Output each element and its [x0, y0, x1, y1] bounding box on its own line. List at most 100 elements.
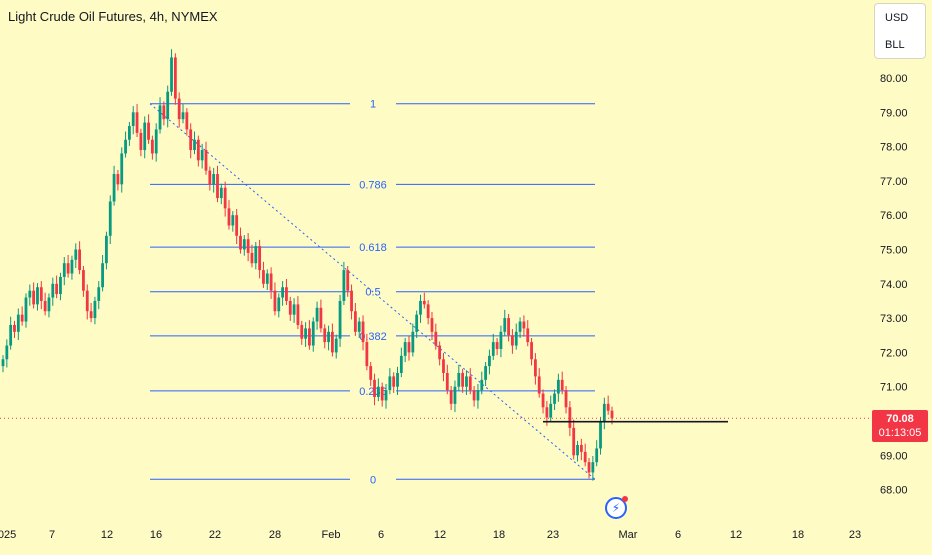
candle-body: [288, 300, 292, 315]
y-tick-label: 79.00: [880, 107, 908, 119]
candle-body: [292, 304, 296, 315]
fib-level-label: 0.382: [359, 331, 387, 343]
candle-body: [43, 300, 47, 312]
candle-body: [59, 276, 62, 295]
y-tick-label: 76.00: [880, 210, 908, 222]
candle-body: [480, 379, 484, 391]
candle-body: [143, 122, 147, 151]
notification-dot-icon: [622, 496, 628, 502]
candle-body: [599, 421, 602, 449]
candle-body: [319, 307, 323, 329]
x-tick-label: 23: [547, 529, 559, 541]
candle-body: [488, 355, 491, 367]
candle-body: [239, 235, 242, 250]
candle-body: [453, 386, 457, 404]
lightning-icon[interactable]: ⚡: [605, 496, 628, 519]
candlestick-series: [1, 49, 614, 481]
candle-body: [330, 331, 334, 353]
candle-body: [82, 270, 85, 291]
candle-body: [533, 359, 537, 377]
candle-body: [403, 342, 407, 356]
candle-body: [541, 393, 545, 408]
candle-body: [116, 174, 120, 185]
candle-body: [526, 328, 530, 343]
currency-unit-selector[interactable]: USD BLL: [874, 3, 926, 59]
candle-body: [514, 331, 518, 346]
candle-body: [78, 249, 82, 271]
candle-body: [108, 201, 112, 236]
candle-body: [62, 263, 66, 277]
candle-body: [530, 342, 533, 360]
fib-trend-line[interactable]: [149, 103, 596, 480]
candle-body: [583, 451, 587, 463]
candle-body: [373, 379, 376, 397]
candle-body: [120, 153, 124, 185]
x-tick-label: 18: [493, 529, 505, 541]
candle-body: [16, 314, 20, 332]
candle-body: [549, 403, 553, 418]
candle-body: [269, 273, 273, 291]
candle-body: [277, 297, 281, 312]
currency-label[interactable]: USD: [885, 12, 909, 24]
candle-body: [338, 300, 342, 339]
candle-body: [507, 318, 510, 336]
x-tick-label: Feb: [322, 529, 341, 541]
y-tick-label: 77.00: [880, 176, 908, 188]
candle-body: [20, 314, 24, 322]
candle-body: [70, 259, 74, 274]
candle-body: [353, 311, 357, 332]
bar-countdown: 01:13:05: [878, 427, 922, 440]
candle-body: [545, 407, 549, 418]
candle-body: [308, 328, 311, 346]
candle-body: [369, 366, 373, 380]
candle-body: [181, 112, 185, 120]
candle-body: [457, 372, 461, 387]
candle-body: [135, 112, 139, 133]
candle-body: [139, 132, 143, 151]
fib-level-label: 0.618: [359, 242, 387, 254]
candle-body: [564, 390, 568, 408]
candle-body: [97, 287, 101, 301]
last-price-badge: 70.08 01:13:05: [872, 410, 928, 443]
candle-body: [1, 359, 5, 367]
candle-body: [399, 355, 403, 373]
candle-body: [449, 390, 453, 404]
candle-body: [591, 462, 595, 473]
candle-body: [300, 324, 304, 339]
candle-body: [537, 376, 541, 394]
y-tick-label: 69.00: [880, 450, 908, 462]
candle-body: [396, 372, 399, 387]
x-tick-label: Mar: [619, 529, 638, 541]
candle-body: [93, 300, 97, 319]
fib-label-bg: [350, 96, 396, 111]
x-tick-label: 16: [150, 529, 162, 541]
candle-body: [426, 304, 430, 319]
unit-label[interactable]: BLL: [885, 39, 905, 51]
candle-body: [39, 287, 43, 301]
price-axis[interactable]: 80.00 79.00 78.00 77.00 76.00 75.00 74.00 73.00…: [880, 73, 908, 497]
candle-body: [85, 290, 89, 312]
candle-body: [124, 139, 127, 154]
y-tick-label: 73.00: [880, 313, 908, 325]
candle-body: [476, 390, 480, 401]
candle-body: [28, 290, 32, 298]
candle-body: [5, 345, 9, 360]
candle-body: [465, 376, 468, 387]
candle-body: [105, 235, 108, 264]
candle-body: [553, 393, 556, 404]
candle-body: [327, 331, 330, 343]
time-axis[interactable]: 2025 7 12 16 22 28 Feb 6 12 18 23 Mar 6 12 18 23: [0, 529, 861, 541]
candle-body: [438, 345, 442, 360]
x-tick-label: 12: [434, 529, 446, 541]
candle-body: [334, 338, 338, 353]
candle-body: [246, 239, 250, 253]
candle-body: [154, 129, 158, 154]
candle-body: [572, 427, 576, 456]
fib-level-label: 0: [370, 474, 376, 486]
candle-body: [242, 239, 246, 250]
candle-body: [595, 448, 599, 463]
candle-body: [32, 290, 36, 305]
candle-body: [281, 287, 285, 298]
